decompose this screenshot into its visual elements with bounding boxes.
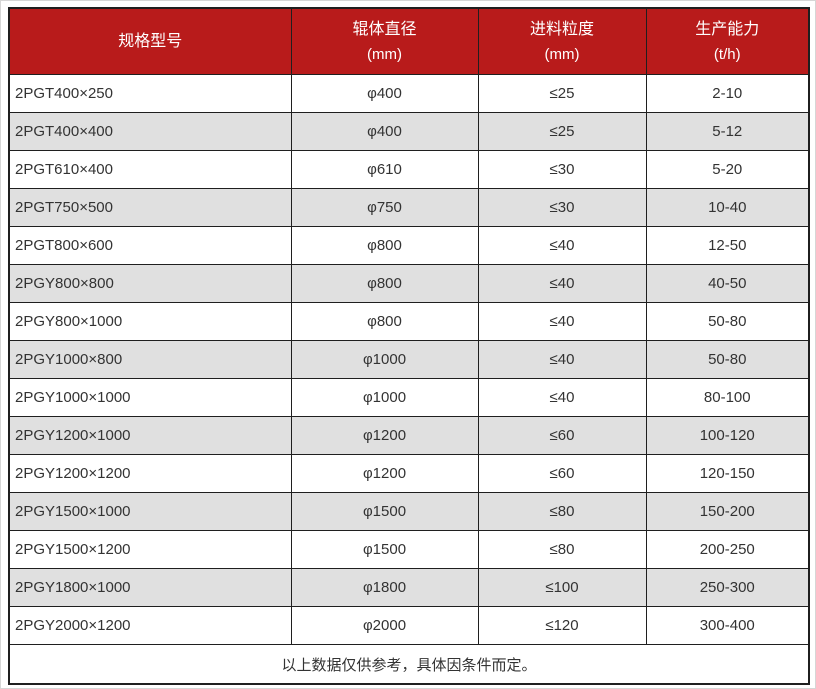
table-row: 2PGY1200×1200 φ1200 ≤60 120-150 <box>8 454 810 493</box>
table-row: 2PGY1500×1000 φ1500 ≤80 150-200 <box>8 492 810 531</box>
cell-roller-diameter: φ800 <box>290 264 479 303</box>
cell-feed-size: ≤60 <box>477 454 647 493</box>
table-row: 2PGY1000×1000 φ1000 ≤40 80-100 <box>8 378 810 417</box>
cell-model: 2PGY1200×1200 <box>8 454 292 493</box>
cell-capacity: 50-80 <box>645 340 810 379</box>
cell-roller-diameter: φ1800 <box>290 568 479 607</box>
cell-model: 2PGT400×250 <box>8 74 292 113</box>
header-roller-diameter-unit: (mm) <box>367 45 402 63</box>
header-feed-size: 进料粒度 (mm) <box>477 7 647 75</box>
table-body: 2PGT400×250 φ400 ≤25 2-10 2PGT400×400 φ4… <box>8 74 810 645</box>
cell-model: 2PGY1000×1000 <box>8 378 292 417</box>
cell-model: 2PGY1800×1000 <box>8 568 292 607</box>
cell-roller-diameter: φ800 <box>290 302 479 341</box>
cell-feed-size: ≤30 <box>477 188 647 227</box>
cell-capacity: 250-300 <box>645 568 810 607</box>
cell-model: 2PGT400×400 <box>8 112 292 151</box>
header-capacity-unit: (t/h) <box>713 45 741 63</box>
cell-model: 2PGT800×600 <box>8 226 292 265</box>
header-row: 规格型号 辊体直径 (mm) 进料粒度 (mm) 生产能力 (t/h) <box>8 7 810 75</box>
header-roller-diameter-label: 辊体直径 <box>352 20 417 38</box>
table-row: 2PGY1500×1200 φ1500 ≤80 200-250 <box>8 530 810 569</box>
cell-roller-diameter: φ1200 <box>290 454 479 493</box>
cell-capacity: 100-120 <box>645 416 810 455</box>
cell-feed-size: ≤40 <box>477 378 647 417</box>
cell-model: 2PGY800×1000 <box>8 302 292 341</box>
cell-model: 2PGT610×400 <box>8 150 292 189</box>
cell-roller-diameter: φ400 <box>290 112 479 151</box>
footer-note: 以上数据仅供参考，具体因条件而定。 <box>8 644 810 685</box>
table-row: 2PGY2000×1200 φ2000 ≤120 300-400 <box>8 606 810 645</box>
cell-feed-size: ≤40 <box>477 340 647 379</box>
cell-capacity: 120-150 <box>645 454 810 493</box>
cell-roller-diameter: φ610 <box>290 150 479 189</box>
table-row: 2PGY800×1000 φ800 ≤40 50-80 <box>8 302 810 341</box>
cell-model: 2PGY2000×1200 <box>8 606 292 645</box>
spec-table: 规格型号 辊体直径 (mm) 进料粒度 (mm) 生产能力 (t/h) 2PGT… <box>8 7 810 685</box>
cell-feed-size: ≤60 <box>477 416 647 455</box>
cell-roller-diameter: φ1500 <box>290 492 479 531</box>
header-feed-size-unit: (mm) <box>544 45 580 63</box>
cell-capacity: 80-100 <box>645 378 810 417</box>
cell-feed-size: ≤40 <box>477 264 647 303</box>
cell-feed-size: ≤80 <box>477 492 647 531</box>
header-spec-model: 规格型号 <box>8 7 292 75</box>
cell-capacity: 5-12 <box>645 112 810 151</box>
table-row: 2PGT400×400 φ400 ≤25 5-12 <box>8 112 810 151</box>
cell-model: 2PGT750×500 <box>8 188 292 227</box>
cell-model: 2PGY800×800 <box>8 264 292 303</box>
cell-capacity: 50-80 <box>645 302 810 341</box>
cell-model: 2PGY1500×1000 <box>8 492 292 531</box>
cell-capacity: 40-50 <box>645 264 810 303</box>
cell-capacity: 300-400 <box>645 606 810 645</box>
header-spec-model-label: 规格型号 <box>118 32 183 50</box>
footer-row: 以上数据仅供参考，具体因条件而定。 <box>8 644 810 685</box>
table-row: 2PGT800×600 φ800 ≤40 12-50 <box>8 226 810 265</box>
cell-roller-diameter: φ800 <box>290 226 479 265</box>
cell-roller-diameter: φ750 <box>290 188 479 227</box>
cell-roller-diameter: φ1000 <box>290 378 479 417</box>
table-row: 2PGT610×400 φ610 ≤30 5-20 <box>8 150 810 189</box>
cell-feed-size: ≤30 <box>477 150 647 189</box>
cell-feed-size: ≤100 <box>477 568 647 607</box>
cell-capacity: 150-200 <box>645 492 810 531</box>
cell-feed-size: ≤25 <box>477 74 647 113</box>
header-capacity: 生产能力 (t/h) <box>645 7 810 75</box>
cell-feed-size: ≤25 <box>477 112 647 151</box>
cell-capacity: 12-50 <box>645 226 810 265</box>
cell-feed-size: ≤40 <box>477 226 647 265</box>
cell-model: 2PGY1500×1200 <box>8 530 292 569</box>
cell-capacity: 200-250 <box>645 530 810 569</box>
cell-model: 2PGY1000×800 <box>8 340 292 379</box>
cell-feed-size: ≤80 <box>477 530 647 569</box>
table-row: 2PGT750×500 φ750 ≤30 10-40 <box>8 188 810 227</box>
table-row: 2PGY1200×1000 φ1200 ≤60 100-120 <box>8 416 810 455</box>
cell-roller-diameter: φ400 <box>290 74 479 113</box>
cell-roller-diameter: φ1500 <box>290 530 479 569</box>
header-capacity-label: 生产能力 <box>695 20 760 38</box>
cell-capacity: 2-10 <box>645 74 810 113</box>
table-row: 2PGY1000×800 φ1000 ≤40 50-80 <box>8 340 810 379</box>
header-feed-size-label: 进料粒度 <box>529 20 594 38</box>
cell-capacity: 10-40 <box>645 188 810 227</box>
table-row: 2PGT400×250 φ400 ≤25 2-10 <box>8 74 810 113</box>
header-roller-diameter: 辊体直径 (mm) <box>290 7 479 75</box>
table-row: 2PGY800×800 φ800 ≤40 40-50 <box>8 264 810 303</box>
cell-feed-size: ≤40 <box>477 302 647 341</box>
cell-roller-diameter: φ2000 <box>290 606 479 645</box>
cell-roller-diameter: φ1000 <box>290 340 479 379</box>
cell-capacity: 5-20 <box>645 150 810 189</box>
table-row: 2PGY1800×1000 φ1800 ≤100 250-300 <box>8 568 810 607</box>
cell-roller-diameter: φ1200 <box>290 416 479 455</box>
cell-model: 2PGY1200×1000 <box>8 416 292 455</box>
cell-feed-size: ≤120 <box>477 606 647 645</box>
